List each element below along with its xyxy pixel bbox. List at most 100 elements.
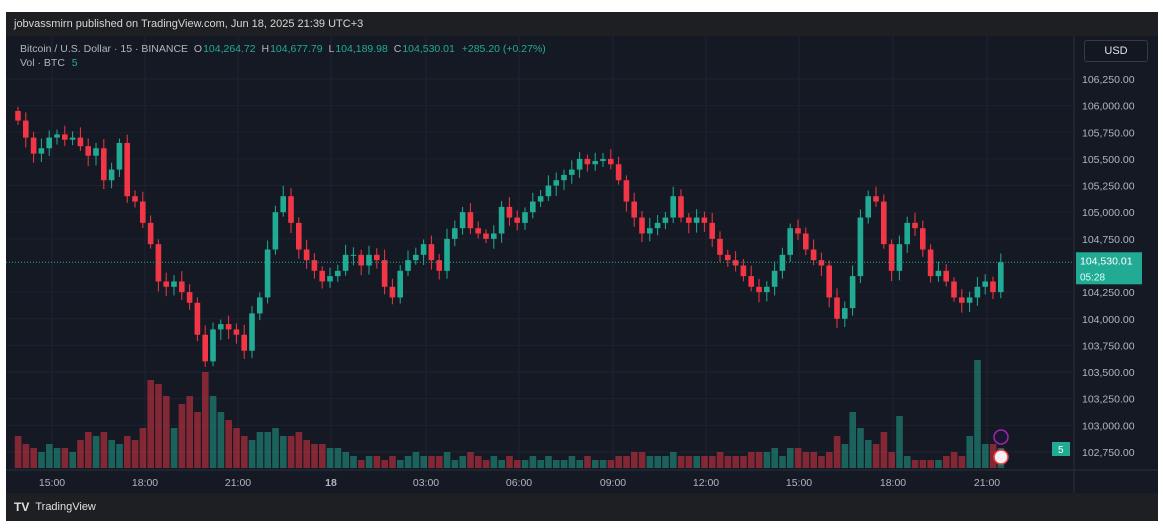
open-value: 104,264.72 (203, 43, 256, 55)
volume-bar (732, 456, 739, 468)
volume-bar (498, 460, 505, 468)
volume-bar (326, 448, 334, 468)
close-value: 104,530.01 (402, 43, 455, 55)
candle-body (888, 244, 895, 271)
candle-body (748, 276, 754, 287)
volume-bar (163, 396, 170, 468)
ohlc-line: Bitcoin / U.S. Dollar · 15 · BINANCE O10… (20, 43, 546, 55)
candle-body (842, 308, 848, 319)
volume-bar (506, 456, 513, 468)
volume-bar (350, 456, 357, 468)
volume-bar (818, 456, 825, 468)
price-chart[interactable]: 106,250.00 106,000.00 105,750.00 105,500.00… (6, 36, 1158, 493)
candle-body (93, 148, 99, 156)
volume-bar (202, 372, 209, 468)
volume-bar (256, 432, 264, 468)
volume-bar (381, 460, 388, 468)
candle-body (654, 222, 661, 229)
volume-bar (280, 436, 287, 468)
volume-bar (475, 456, 482, 468)
volume-line: Vol · BTC 5 (20, 56, 546, 70)
volume-bar (771, 448, 778, 468)
candle-body (124, 142, 130, 197)
volume-bar (670, 452, 677, 468)
volume-bar (69, 452, 76, 468)
published-caption: jobvassmirn published on TradingView.com… (14, 18, 364, 30)
currency-button[interactable]: USD (1084, 40, 1148, 62)
volume-bar (724, 456, 732, 468)
volume-bar (342, 452, 349, 468)
volume-bar (14, 436, 22, 468)
volume-bar (61, 448, 69, 468)
candle-body (101, 148, 107, 181)
candle-body (600, 158, 606, 162)
volume-bar (599, 460, 607, 468)
candle-body (795, 228, 801, 234)
volume-bar (139, 428, 147, 468)
price-tick: 105,250.00 (1082, 181, 1135, 193)
candle-body (342, 254, 349, 271)
high-value: 104,677.79 (270, 43, 323, 55)
candle-body (38, 148, 45, 154)
candle-body (686, 217, 692, 223)
candle-body (335, 270, 341, 277)
candle-body (530, 201, 536, 213)
price-tick: 103,750.00 (1082, 340, 1135, 352)
volume-bar (709, 456, 716, 468)
candle-body (881, 201, 887, 245)
candle-body (803, 233, 809, 250)
volume-bar (631, 452, 638, 468)
candle-body (725, 254, 731, 261)
candle-body (966, 297, 973, 303)
volume-badge (1052, 442, 1070, 456)
candle-body (826, 265, 832, 298)
volume-bar (654, 456, 661, 468)
candle-body (998, 262, 1004, 293)
volume-bar (295, 432, 303, 468)
volume-bar (389, 456, 396, 468)
volume-bar (459, 456, 466, 468)
candle-body (756, 286, 762, 293)
volume-bar (615, 456, 622, 468)
price-tick: 105,000.00 (1082, 207, 1135, 219)
candle-body (592, 161, 598, 165)
volume-bar (131, 440, 139, 468)
candle-body (701, 217, 708, 223)
volume-bar (716, 452, 724, 468)
chart-canvas[interactable]: 106,250.00 106,000.00 105,750.00 105,500.00… (6, 36, 1158, 493)
volume-bar (919, 460, 927, 468)
candle-body (920, 228, 926, 250)
volume-bar (358, 460, 365, 468)
volume-bar (943, 456, 950, 468)
candle-body (296, 222, 302, 250)
price-tick: 104,250.00 (1082, 287, 1135, 299)
candle-body (623, 180, 630, 202)
volume-bar (467, 452, 474, 468)
candle-body (77, 137, 84, 147)
candle-body (576, 158, 583, 170)
volume-bar (740, 456, 747, 468)
candle-body (288, 196, 294, 223)
symbol-name[interactable]: Bitcoin / U.S. Dollar · 15 · BINANCE (20, 43, 189, 55)
price-tick: 106,000.00 (1082, 101, 1135, 113)
countdown-label: 05:28 (1080, 272, 1105, 283)
candle-body (732, 260, 739, 266)
candle-body (974, 286, 981, 298)
volume-bar (233, 428, 240, 468)
volume-bar (958, 456, 966, 468)
price-tick: 105,500.00 (1082, 154, 1135, 166)
candle-body (147, 222, 154, 245)
candle-body (179, 281, 185, 293)
volume-bar (77, 440, 84, 468)
change-value: +285.20 (+0.27%) (461, 43, 546, 55)
candle-body (935, 270, 942, 277)
candle-body (350, 254, 357, 256)
volume-bar (607, 460, 615, 468)
time-tick: 21:00 (974, 477, 1000, 489)
candle-body (896, 244, 903, 271)
volume-bar (623, 456, 630, 468)
volume-label[interactable]: Vol · BTC (20, 57, 65, 69)
volume-bar (155, 384, 162, 468)
candle-body (670, 196, 676, 218)
candle-body (428, 244, 435, 261)
